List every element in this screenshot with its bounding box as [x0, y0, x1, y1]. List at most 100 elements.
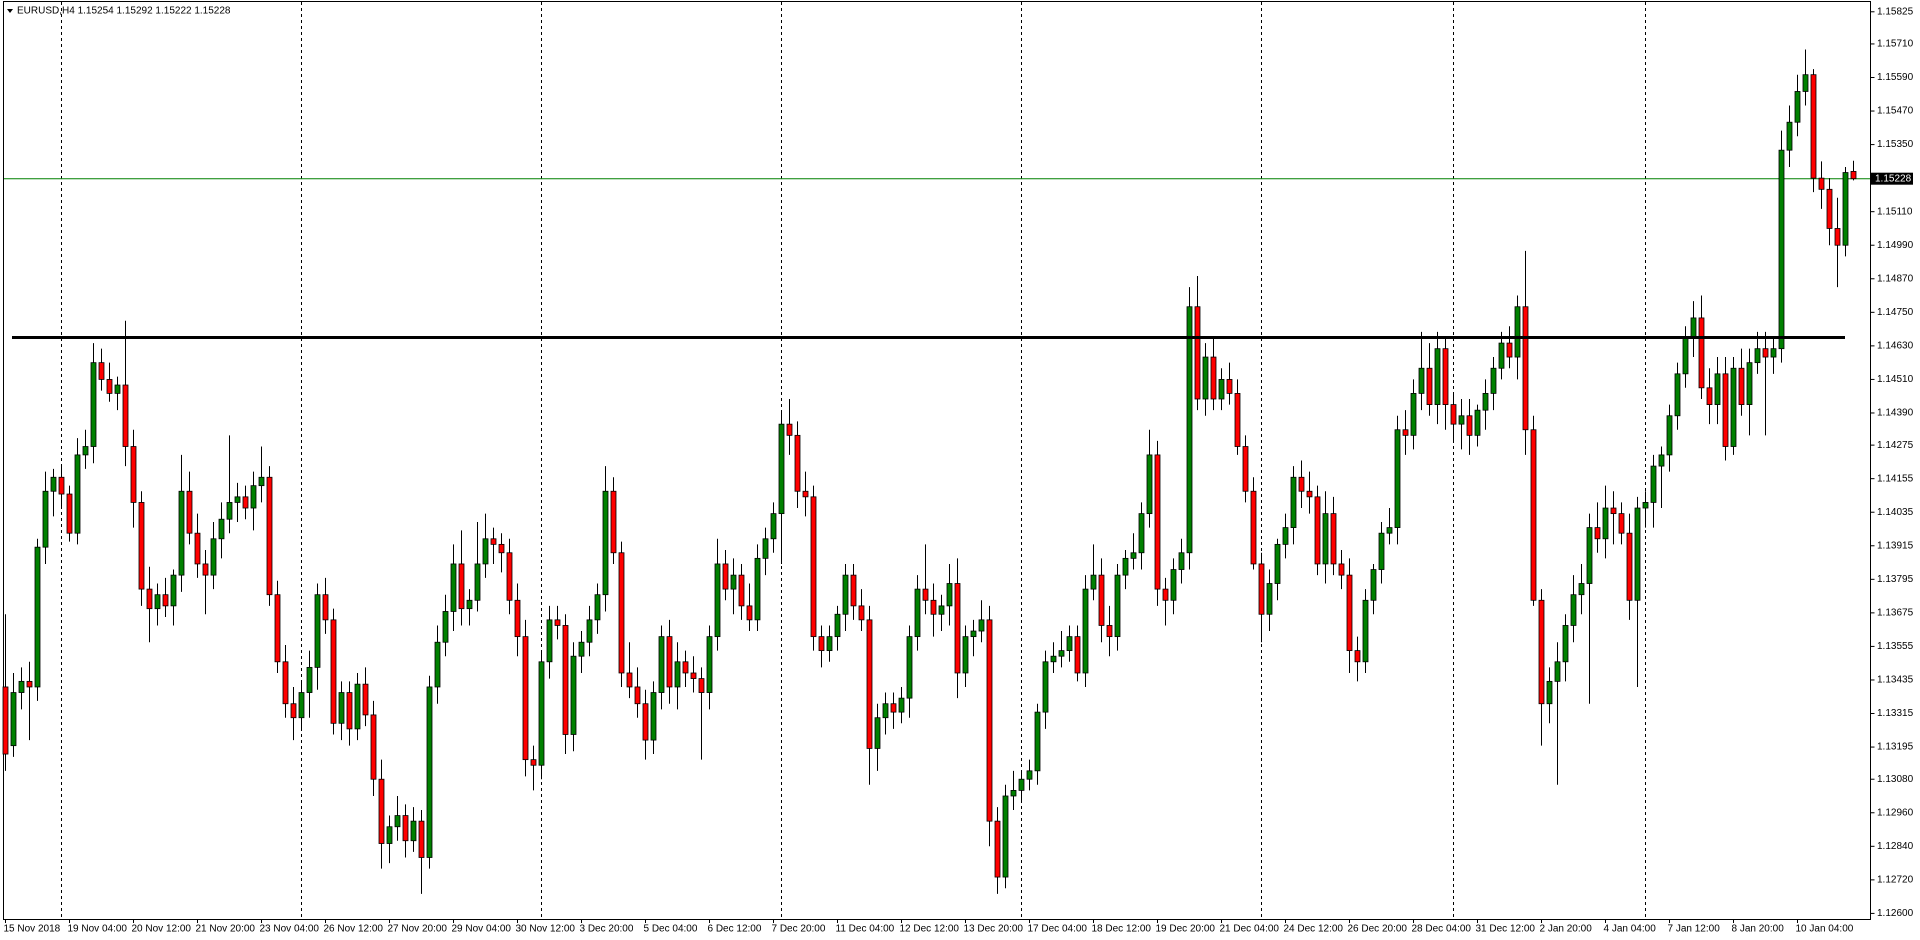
candle-body [186, 490, 193, 534]
candle-body [1106, 625, 1113, 638]
candle-body [1466, 415, 1473, 436]
x-tick-label: 21 Nov 20:00 [196, 924, 256, 935]
candle-body [1050, 655, 1057, 663]
candle-body [1474, 409, 1481, 436]
candle-body [1570, 594, 1577, 626]
candle-body [1778, 149, 1785, 350]
candle-body [1762, 348, 1769, 358]
candle-body [106, 379, 113, 394]
candle-body [242, 496, 249, 509]
candle-body [1058, 650, 1065, 657]
candle-body [66, 493, 73, 534]
candle-body [1442, 348, 1449, 405]
candle-body [1482, 393, 1489, 411]
candle-body [770, 513, 777, 540]
y-tick-label: 1.14870 [1877, 273, 1914, 284]
candle-body [682, 661, 689, 674]
candle-body [386, 826, 393, 844]
x-tick-label: 23 Nov 04:00 [260, 924, 320, 935]
candle-body [1122, 557, 1129, 576]
x-tick-label: 26 Dec 20:00 [1348, 924, 1408, 935]
candle-body [562, 625, 569, 735]
y-tick-label: 1.14510 [1877, 374, 1914, 385]
candle-body [130, 446, 137, 503]
candle-body [1674, 373, 1681, 417]
candle-body [506, 552, 513, 601]
y-tick-label: 1.14630 [1877, 341, 1914, 352]
x-tick-label: 8 Jan 20:00 [1732, 924, 1785, 935]
y-tick-label: 1.14990 [1877, 240, 1914, 251]
candle-body [1714, 373, 1721, 405]
candle-body [178, 490, 185, 576]
candle-body [402, 815, 409, 842]
candle-body [1330, 513, 1337, 565]
candle-body [1738, 367, 1745, 405]
x-tick-label: 27 Nov 20:00 [388, 924, 448, 935]
candle-body [938, 605, 945, 615]
y-tick-label: 1.13195 [1877, 742, 1914, 753]
candle-body [282, 661, 289, 705]
x-tick-label: 10 Jan 04:00 [1796, 924, 1854, 935]
candle-body [554, 619, 561, 626]
candle-body [1338, 563, 1345, 576]
candle-body [602, 490, 609, 596]
candle-body [962, 636, 969, 674]
candle-body [1642, 502, 1649, 509]
x-tick-label: 21 Dec 04:00 [1220, 924, 1280, 935]
candle-body [346, 692, 353, 730]
candle-body [1346, 574, 1353, 652]
x-tick-label: 31 Dec 12:00 [1476, 924, 1536, 935]
y-tick-label: 1.13675 [1877, 608, 1914, 619]
x-tick-label: 7 Jan 12:00 [1668, 924, 1721, 935]
y-tick-label: 1.13915 [1877, 540, 1914, 551]
y-tick-label: 1.12960 [1877, 807, 1914, 818]
candle-body [1362, 599, 1369, 663]
candle-body [1554, 661, 1561, 682]
candle-body [1410, 393, 1417, 436]
candle-body [1114, 574, 1121, 638]
candle-body [530, 759, 537, 766]
candle-body [146, 588, 153, 610]
y-tick-label: 1.15710 [1877, 39, 1914, 50]
candle-body [50, 476, 57, 492]
x-tick-label: 13 Dec 20:00 [964, 924, 1024, 935]
candle-body [1586, 527, 1593, 584]
candle-body [970, 630, 977, 638]
candle-body [98, 362, 105, 380]
y-tick-label: 1.12840 [1877, 841, 1914, 852]
y-tick-label: 1.15470 [1877, 106, 1914, 117]
candle-body [1730, 367, 1737, 447]
candle-body [1770, 348, 1777, 358]
y-tick-label: 1.13315 [1877, 708, 1914, 719]
candle-body [826, 636, 833, 652]
candle-body [610, 490, 617, 554]
candle-body [1506, 342, 1513, 358]
candle-body [1314, 496, 1321, 565]
candle-body [946, 583, 953, 607]
candle-body [1826, 188, 1833, 229]
candle-body [154, 594, 161, 610]
candle-body [450, 563, 457, 612]
candle-body [482, 538, 489, 565]
candle-body [498, 543, 505, 554]
menu-arrow[interactable] [7, 9, 13, 13]
candle-body [58, 476, 65, 495]
y-tick-label: 1.14390 [1877, 408, 1914, 419]
candle-body [466, 599, 473, 610]
candle-body [914, 588, 921, 638]
candle-body [738, 574, 745, 607]
candle-body [1658, 454, 1665, 467]
y-tick-label: 1.15590 [1877, 72, 1914, 83]
candle-body [746, 605, 753, 621]
candle-body [1194, 306, 1201, 400]
candle-body [1370, 569, 1377, 601]
candle-body [1010, 789, 1017, 797]
x-tick-label: 11 Dec 04:00 [836, 924, 895, 935]
candle-body [1242, 446, 1249, 492]
x-tick-label: 17 Dec 04:00 [1028, 924, 1088, 935]
candle-body [474, 563, 481, 601]
candle-body [1042, 661, 1049, 713]
candle-body [1130, 552, 1137, 559]
candle-body [930, 599, 937, 615]
